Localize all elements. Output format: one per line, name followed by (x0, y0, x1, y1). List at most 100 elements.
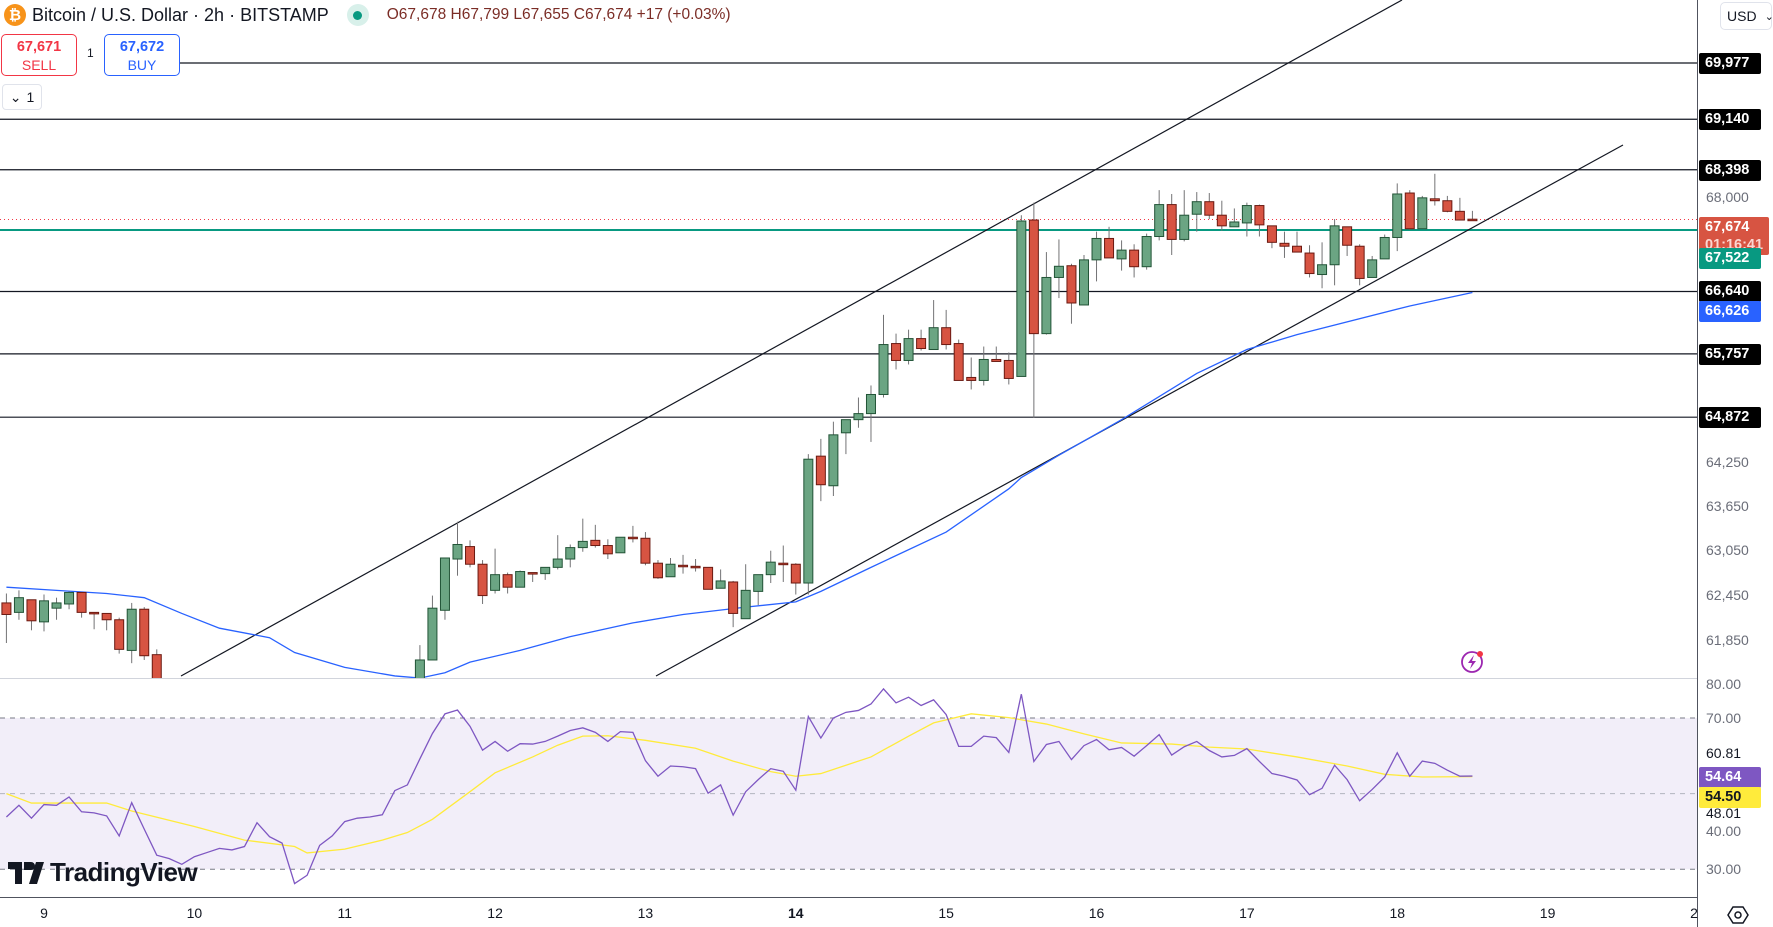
candle (740, 564, 751, 620)
candle-body (627, 536, 638, 540)
candle (439, 557, 450, 620)
candle (477, 560, 488, 604)
price-tick: 63,050 (1706, 542, 1749, 559)
candle-body (1016, 220, 1027, 377)
ohlc-values: O67,678 H67,799 L67,655 C67,674 +17 (+0.… (386, 6, 731, 23)
channel-upper-line[interactable] (180, 0, 1403, 677)
level-badge: 68,398 (1699, 159, 1761, 181)
candle (815, 438, 826, 502)
candle-body (815, 455, 826, 486)
candle (1, 593, 12, 643)
candle-body (678, 564, 689, 568)
candle-body (865, 393, 876, 415)
candle (151, 649, 162, 678)
candle (891, 333, 902, 370)
candle (828, 421, 839, 497)
candle-body (665, 563, 676, 578)
candle-body (1191, 201, 1202, 215)
candles (1, 173, 1478, 678)
candle-body (39, 600, 49, 623)
sell-button[interactable]: 67,671 SELL (1, 34, 77, 76)
candle-body (778, 562, 789, 566)
candle-body (101, 612, 112, 621)
candle (615, 536, 626, 554)
candle-body (1116, 249, 1127, 260)
candle (13, 590, 24, 620)
candle-body (64, 591, 75, 605)
candle-body (515, 571, 526, 588)
candle (840, 419, 851, 455)
candle-body (502, 574, 513, 588)
candle-body (527, 572, 538, 575)
candle-body (1429, 198, 1440, 202)
candle-body (765, 561, 776, 576)
market-status-icon[interactable] (346, 4, 369, 26)
rsi-tick: 30.00 (1706, 861, 1742, 878)
candle-body (1467, 218, 1478, 222)
candle (1116, 240, 1127, 271)
candle (1003, 352, 1014, 385)
rsi-value-badge: 54.64 (1699, 767, 1761, 789)
candle (1229, 208, 1240, 228)
candle-body (139, 608, 150, 657)
candle-body (1204, 201, 1215, 216)
buy-button[interactable]: 67,672 BUY (104, 34, 180, 76)
candle-body (991, 358, 1002, 362)
candle-body (1078, 259, 1089, 306)
lightning-icon[interactable] (1460, 648, 1486, 674)
candle (928, 300, 939, 351)
candle (778, 545, 789, 582)
collapse-indicators-button[interactable]: ⌄ 1 (2, 84, 42, 110)
candle (1367, 255, 1378, 278)
candle (1404, 190, 1415, 230)
candle-body (891, 343, 902, 361)
candle (527, 572, 538, 582)
candle (903, 329, 914, 365)
candle-body (966, 376, 977, 381)
tradingview-logo[interactable]: TradingView (8, 857, 198, 888)
level-badge: 66,640 (1699, 281, 1761, 303)
candle-body (615, 536, 626, 554)
rsi-tick: 70.00 (1706, 710, 1742, 726)
candle (640, 532, 651, 566)
symbol-title[interactable]: Bitcoin / U.S. Dollar · 2h · BITSTAMP (32, 4, 329, 25)
candle (715, 569, 726, 589)
candle-body (540, 566, 551, 575)
channel-lower-line[interactable] (655, 144, 1624, 677)
candle (577, 518, 588, 552)
settings-icon[interactable] (1726, 903, 1750, 927)
candle (1342, 226, 1353, 256)
tradingview-logo-icon (8, 861, 44, 884)
candle (1191, 192, 1202, 232)
candle (690, 559, 701, 572)
chart-canvas[interactable] (0, 0, 1697, 927)
candle (1041, 252, 1052, 335)
candle (51, 597, 62, 620)
candle-body (1104, 237, 1115, 259)
candle-body (1404, 192, 1415, 230)
price-tick: 61,850 (1706, 632, 1749, 649)
candle-body (552, 558, 563, 568)
time-label: 18 (1389, 905, 1406, 921)
candle-body (1254, 205, 1265, 226)
time-label: 9 (40, 905, 48, 921)
rsi-pane[interactable] (0, 687, 1697, 885)
candle-body (1454, 210, 1465, 221)
candle-body (1091, 237, 1102, 261)
candle (1317, 242, 1328, 289)
price-pane[interactable] (0, 0, 1697, 697)
candle (465, 540, 476, 568)
candle-body (1379, 236, 1390, 260)
currency-select[interactable]: USD ⌄ (1720, 2, 1773, 30)
chevron-down-icon: ⌄ (9, 88, 22, 105)
candle-body (76, 591, 87, 613)
candle-body (1154, 204, 1165, 238)
candle-body (1179, 214, 1190, 240)
rsi-level-lines (0, 717, 1697, 870)
candle-body (1141, 236, 1152, 268)
candle (1392, 183, 1403, 252)
candle-body (828, 434, 839, 487)
candle-body (878, 344, 889, 395)
candle-body (1342, 226, 1353, 246)
candle-body (1279, 242, 1290, 247)
